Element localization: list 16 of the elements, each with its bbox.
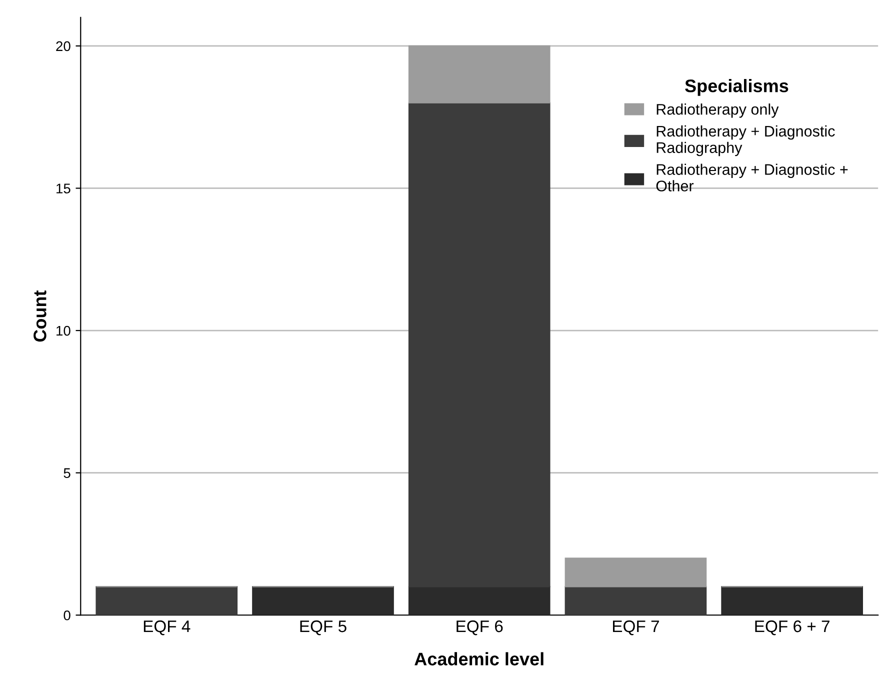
x-tick-label: EQF 7 (613, 620, 659, 636)
x-tick-label: EQF 5 (300, 620, 346, 636)
y-tick-label: 5 (64, 468, 70, 478)
y-tick-label: 15 (56, 184, 70, 194)
y-axis-title: Count (34, 290, 46, 342)
x-tick-label: EQF 6 (456, 620, 503, 636)
y-tick-label: 10 (56, 326, 70, 336)
x-tick-label: EQF 6 + 7 (755, 620, 830, 636)
legend-label: Radiotherapy + Diagnostic + Other (656, 164, 848, 192)
legend-label: Radiotherapy + Diagnostic Radiography (656, 125, 835, 156)
x-axis-title: Academic level (414, 652, 544, 666)
legend-label: Radiotherapy only (656, 104, 779, 118)
y-tick-label: 0 (64, 610, 70, 620)
x-tick-label: EQF 4 (144, 620, 190, 636)
legend-title: Specialisms (685, 79, 788, 96)
y-tick-label: 20 (56, 41, 70, 52)
